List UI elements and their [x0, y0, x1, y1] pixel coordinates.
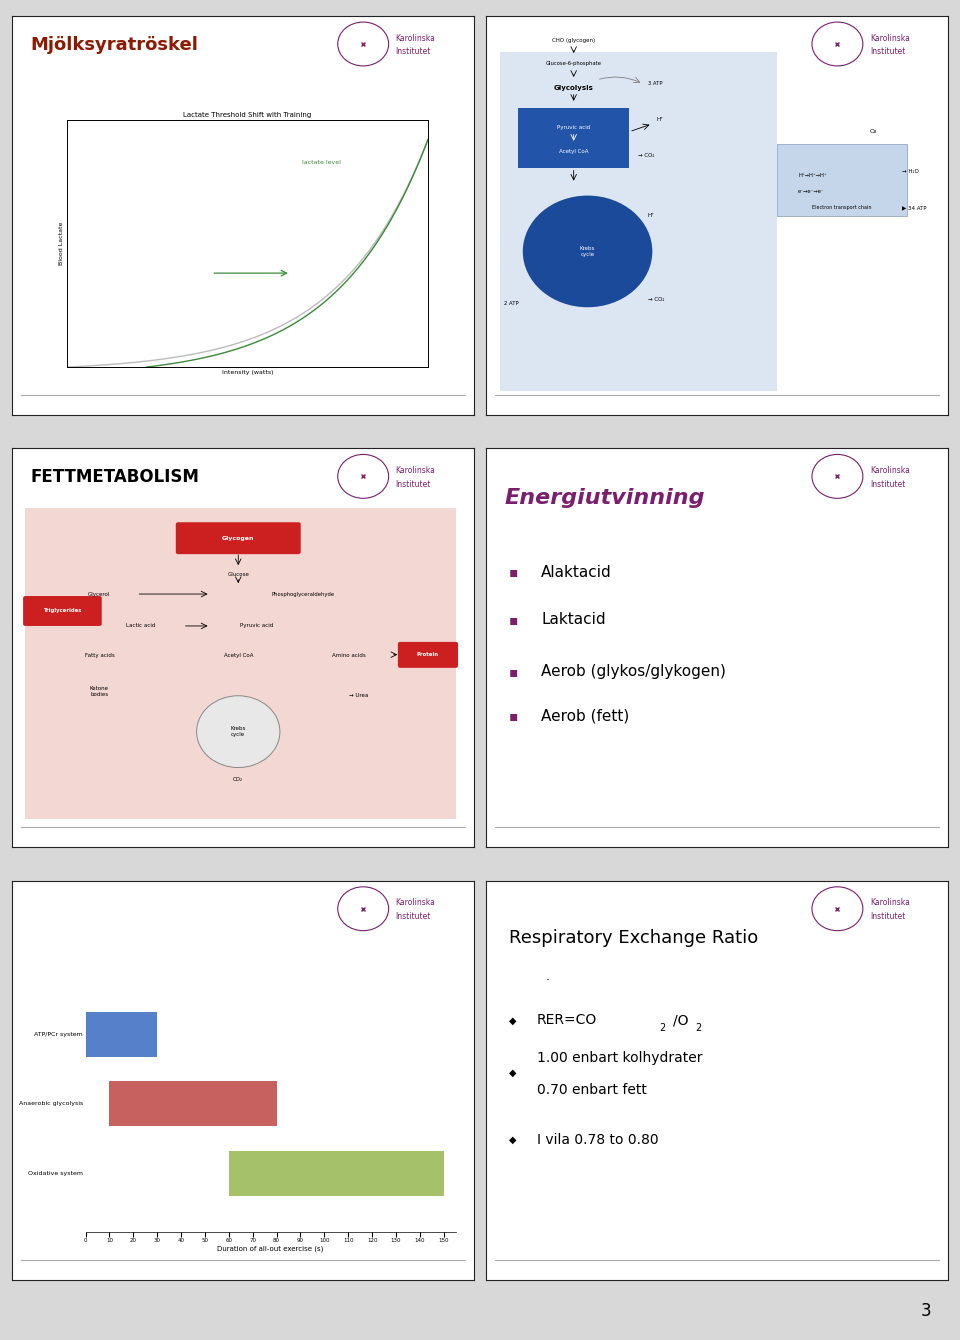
FancyBboxPatch shape — [25, 508, 456, 819]
Bar — [109, 1081, 276, 1127]
Text: ◆: ◆ — [509, 1016, 516, 1025]
Text: Glucose-6-phosphate: Glucose-6-phosphate — [545, 62, 602, 67]
Text: Mjölksyratröskel: Mjölksyratröskel — [30, 36, 198, 54]
Text: Acetyl CoA: Acetyl CoA — [224, 654, 253, 658]
Bar — [85, 1012, 157, 1057]
Text: Pyruvic acid: Pyruvic acid — [240, 623, 274, 628]
Title: Lactate Threshold Shift with Training: Lactate Threshold Shift with Training — [183, 113, 312, 118]
Text: 2: 2 — [660, 1022, 665, 1033]
Text: Karolinska: Karolinska — [870, 34, 910, 43]
Text: .: . — [546, 970, 550, 984]
Text: Phosphoglyceraldehyde: Phosphoglyceraldehyde — [272, 591, 335, 596]
Text: ATP/PCr system: ATP/PCr system — [35, 1032, 84, 1037]
Text: Krebs
cycle: Krebs cycle — [580, 247, 595, 257]
FancyBboxPatch shape — [778, 143, 907, 216]
FancyBboxPatch shape — [23, 596, 102, 626]
Text: ◆: ◆ — [509, 1135, 516, 1146]
Text: RER=CO: RER=CO — [537, 1013, 597, 1028]
Text: Amino acids: Amino acids — [332, 654, 366, 658]
FancyBboxPatch shape — [518, 107, 629, 168]
Text: Institutet: Institutet — [870, 913, 905, 921]
Text: 0.70 enbart fett: 0.70 enbart fett — [537, 1083, 646, 1097]
Text: CHO (glycogen): CHO (glycogen) — [552, 38, 595, 43]
FancyBboxPatch shape — [499, 52, 778, 391]
Bar — [228, 1151, 444, 1195]
Text: Glycolysis: Glycolysis — [554, 84, 593, 91]
Text: Krebs
cycle: Krebs cycle — [230, 726, 246, 737]
Text: Respiratory Exchange Ratio: Respiratory Exchange Ratio — [509, 929, 758, 946]
Text: → CO₂: → CO₂ — [638, 153, 655, 158]
Text: Anaerobic glycolysis: Anaerobic glycolysis — [19, 1101, 84, 1107]
Text: /O: /O — [673, 1013, 688, 1028]
Text: H⁺: H⁺ — [657, 118, 664, 122]
Text: O₂: O₂ — [870, 129, 877, 134]
Text: Glycerol: Glycerol — [88, 591, 110, 596]
Text: → H₂O: → H₂O — [902, 169, 919, 174]
Text: 2: 2 — [695, 1022, 701, 1033]
Text: Aerob (glykos/glykogen): Aerob (glykos/glykogen) — [541, 665, 726, 679]
Text: lactate level: lactate level — [301, 161, 341, 165]
Text: I vila 0.78 to 0.80: I vila 0.78 to 0.80 — [537, 1134, 659, 1147]
Text: Protein: Protein — [417, 653, 439, 657]
Text: 3: 3 — [921, 1302, 931, 1320]
Text: CO₂: CO₂ — [233, 777, 243, 783]
Text: Ketone
bodies: Ketone bodies — [90, 686, 108, 697]
Text: Oxidative system: Oxidative system — [28, 1171, 84, 1175]
Text: Fatty acids: Fatty acids — [84, 654, 114, 658]
Text: H⁺: H⁺ — [648, 213, 655, 218]
Text: Lactic acid: Lactic acid — [127, 623, 156, 628]
Text: Karolinska: Karolinska — [396, 898, 436, 907]
Text: 3 ATP: 3 ATP — [648, 82, 662, 86]
Text: FETTMETABOLISM: FETTMETABOLISM — [30, 469, 199, 486]
Text: Pyruvic acid: Pyruvic acid — [557, 125, 590, 130]
Text: Electron transport chain: Electron transport chain — [812, 205, 872, 210]
Circle shape — [197, 695, 280, 768]
Text: Acetyl CoA: Acetyl CoA — [559, 149, 588, 154]
Text: → Urea: → Urea — [349, 693, 369, 698]
Text: Institutet: Institutet — [396, 480, 431, 489]
Circle shape — [523, 196, 653, 307]
Text: Energiutvinning: Energiutvinning — [504, 488, 705, 508]
Text: H⁺→H⁺→H⁺: H⁺→H⁺→H⁺ — [798, 173, 827, 178]
Text: Triglycerides: Triglycerides — [43, 608, 82, 614]
FancyBboxPatch shape — [176, 523, 300, 555]
Text: Aerob (fett): Aerob (fett) — [541, 709, 630, 724]
Y-axis label: Blood Lactate: Blood Lactate — [60, 221, 64, 265]
Text: Karolinska: Karolinska — [396, 34, 436, 43]
Text: Alaktacid: Alaktacid — [541, 564, 612, 580]
Text: Institutet: Institutet — [870, 480, 905, 489]
Text: Karolinska: Karolinska — [870, 466, 910, 474]
Text: 1.00 enbart kolhydrater: 1.00 enbart kolhydrater — [537, 1052, 702, 1065]
Text: Karolinska: Karolinska — [870, 898, 910, 907]
Text: 2 ATP: 2 ATP — [504, 300, 519, 306]
Text: → CO₂: → CO₂ — [648, 296, 664, 302]
Text: Institutet: Institutet — [396, 47, 431, 56]
Text: ▪: ▪ — [509, 565, 518, 579]
X-axis label: Intensity (watts): Intensity (watts) — [222, 370, 274, 375]
Text: ◆: ◆ — [509, 1067, 516, 1077]
X-axis label: Duration of all-out exercise (s): Duration of all-out exercise (s) — [218, 1246, 324, 1253]
Text: Glycogen: Glycogen — [222, 536, 254, 541]
Text: Laktacid: Laktacid — [541, 612, 606, 627]
Text: ▪: ▪ — [509, 612, 518, 627]
Text: Institutet: Institutet — [396, 913, 431, 921]
Text: ▪: ▪ — [509, 709, 518, 722]
Text: Karolinska: Karolinska — [396, 466, 436, 474]
Text: Glucose: Glucose — [228, 572, 250, 576]
FancyBboxPatch shape — [397, 642, 458, 667]
Text: Institutet: Institutet — [870, 47, 905, 56]
Text: ▶ 34 ATP: ▶ 34 ATP — [902, 205, 926, 210]
Text: ▪: ▪ — [509, 665, 518, 679]
Text: e⁻→e⁻→e⁻: e⁻→e⁻→e⁻ — [798, 189, 825, 194]
